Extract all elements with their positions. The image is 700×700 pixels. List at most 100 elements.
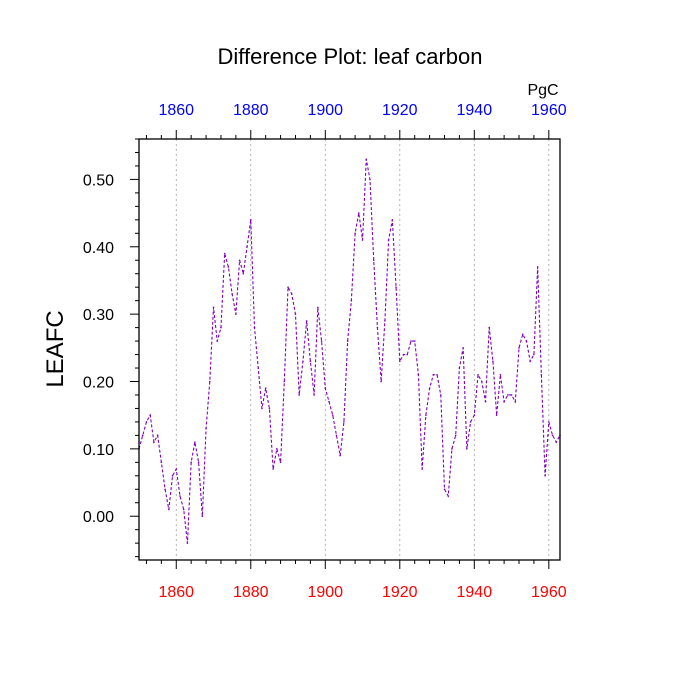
data-point — [253, 326, 256, 329]
data-point — [458, 367, 461, 369]
data-point — [160, 461, 163, 464]
data-point — [376, 326, 379, 329]
data-point — [194, 441, 196, 443]
data-point — [324, 387, 327, 390]
data-point — [529, 360, 531, 363]
data-point — [302, 360, 304, 363]
data-point — [492, 360, 494, 363]
data-point — [257, 367, 260, 369]
data-point — [227, 266, 230, 268]
data-point — [387, 239, 390, 241]
data-point — [525, 340, 528, 342]
data-point — [339, 454, 341, 457]
y-tick-label: 0.20 — [83, 374, 114, 391]
data-point — [469, 421, 472, 423]
data-point — [168, 508, 170, 511]
data-point — [428, 387, 431, 390]
data-point — [208, 380, 211, 383]
data-point — [369, 178, 371, 181]
data-point — [473, 414, 476, 416]
series-layer — [138, 158, 561, 544]
data-point — [533, 353, 535, 356]
plot-frame — [138, 138, 561, 561]
data-point — [384, 320, 386, 322]
data-point — [156, 434, 159, 437]
data-point — [283, 380, 286, 383]
data-point — [238, 259, 241, 262]
data-point — [544, 475, 546, 477]
data-point — [391, 219, 394, 221]
data-point — [276, 448, 278, 450]
data-point — [421, 468, 423, 470]
data-point — [328, 400, 330, 403]
data-point — [358, 212, 360, 214]
data-point — [548, 421, 550, 423]
data-point — [343, 421, 345, 423]
data-point — [380, 380, 382, 383]
data-point — [361, 239, 364, 241]
data-point — [507, 394, 509, 396]
data-point — [503, 400, 505, 403]
chart-title: Difference Plot: leaf carbon — [218, 44, 483, 69]
data-point — [317, 306, 319, 309]
data-point — [190, 461, 192, 464]
data-point — [216, 340, 219, 342]
data-point — [205, 427, 207, 430]
data-point — [372, 259, 375, 262]
data-point — [313, 394, 315, 396]
x-tick-label-top: 1880 — [233, 102, 269, 119]
data-point — [406, 353, 409, 356]
data-point — [268, 407, 271, 410]
x-tick-label-bottom: 1860 — [158, 584, 194, 601]
x-tick-label-top: 1940 — [457, 102, 493, 119]
data-point — [477, 373, 479, 376]
data-point — [171, 475, 174, 477]
data-point — [417, 373, 420, 376]
data-point — [551, 434, 554, 437]
data-point — [242, 272, 245, 275]
data-point — [540, 373, 543, 376]
data-point — [335, 434, 338, 437]
data-point — [197, 461, 200, 464]
data-point — [425, 414, 427, 416]
data-point — [201, 515, 204, 518]
data-point — [294, 313, 297, 315]
x-tick-label-top: 1960 — [531, 102, 567, 119]
data-point — [399, 360, 401, 363]
data-point — [249, 219, 252, 221]
data-point — [466, 448, 468, 450]
data-point — [179, 495, 181, 497]
data-point — [320, 340, 323, 342]
data-point — [510, 394, 513, 396]
data-point — [499, 373, 502, 376]
data-point — [402, 353, 405, 356]
data-point — [536, 266, 539, 268]
series-line — [138, 159, 561, 544]
x-tick-label-bottom: 1880 — [233, 584, 269, 601]
data-point — [290, 293, 293, 295]
data-point — [439, 394, 442, 396]
data-point — [272, 468, 274, 470]
data-point — [346, 340, 349, 342]
data-point — [488, 326, 491, 329]
y-tick-label: 0.40 — [83, 240, 114, 257]
data-point — [350, 299, 353, 302]
x-tick-label-bottom: 1900 — [307, 584, 343, 601]
data-point — [365, 158, 368, 161]
data-point — [246, 245, 248, 248]
data-point — [305, 320, 308, 322]
data-point — [432, 373, 435, 376]
data-point — [298, 394, 301, 396]
data-point — [264, 387, 267, 390]
data-point — [287, 286, 289, 288]
data-point — [141, 434, 144, 437]
data-point — [484, 400, 487, 403]
data-point — [495, 414, 498, 416]
x-tick-label-bottom: 1920 — [382, 584, 418, 601]
y-tick-label: 0.10 — [83, 442, 114, 459]
data-point — [555, 441, 558, 443]
axis-ticks — [130, 130, 550, 569]
data-point — [235, 313, 237, 315]
x-tick-label-bottom: 1960 — [531, 584, 567, 601]
